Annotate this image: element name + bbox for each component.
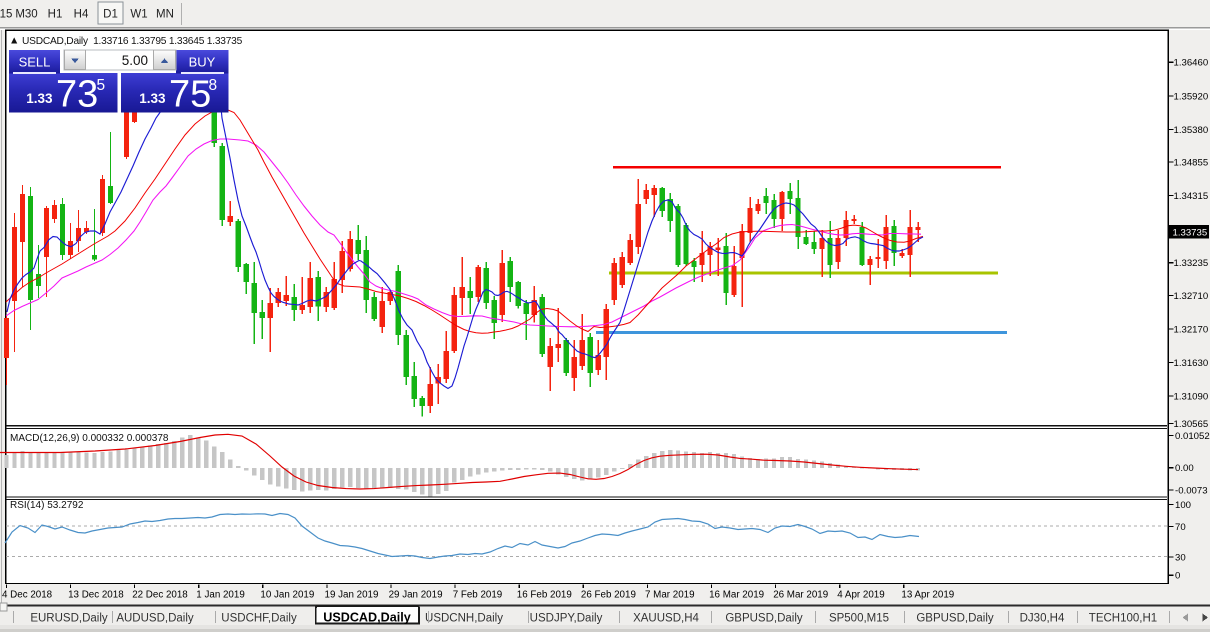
- svg-text:D1: D1: [103, 9, 118, 21]
- svg-text:70: 70: [1175, 522, 1186, 533]
- svg-text:13 Dec 2018: 13 Dec 2018: [68, 590, 124, 601]
- svg-text:MN: MN: [156, 9, 174, 21]
- svg-text:H4: H4: [74, 9, 89, 21]
- svg-text:22 Dec 2018: 22 Dec 2018: [132, 590, 188, 601]
- svg-text:USDCAD,Daily 1.33716 1.33795: USDCAD,Daily 1.33716 1.33795 1.33645 1.3…: [22, 36, 243, 47]
- svg-text:8: 8: [209, 77, 218, 94]
- svg-text:1.32710: 1.32710: [1174, 291, 1209, 302]
- svg-text:DJ30,H4: DJ30,H4: [1020, 613, 1065, 625]
- svg-text:XAUUSD,H4: XAUUSD,H4: [633, 613, 699, 625]
- svg-text:USDCNH,Daily: USDCNH,Daily: [425, 613, 503, 625]
- svg-text:16 Mar 2019: 16 Mar 2019: [709, 590, 764, 601]
- svg-text:1.36460: 1.36460: [1174, 58, 1209, 69]
- svg-text:▲: ▲: [9, 35, 19, 47]
- svg-text:26 Feb 2019: 26 Feb 2019: [581, 590, 636, 601]
- svg-text:0.00: 0.00: [1175, 463, 1194, 474]
- svg-text:1.32170: 1.32170: [1174, 324, 1209, 335]
- svg-text:15: 15: [0, 9, 12, 21]
- svg-text:5.00: 5.00: [122, 53, 148, 68]
- svg-text:EURUSD,Daily: EURUSD,Daily: [30, 613, 108, 625]
- svg-text:W1: W1: [130, 9, 147, 21]
- svg-text:10 Jan 2019: 10 Jan 2019: [260, 590, 314, 601]
- svg-text:1.33735: 1.33735: [1173, 227, 1208, 238]
- svg-text:1.35380: 1.35380: [1174, 125, 1209, 136]
- svg-text:75: 75: [169, 74, 211, 116]
- svg-text:16 Feb 2019: 16 Feb 2019: [517, 590, 572, 601]
- svg-text:USDCAD,Daily: USDCAD,Daily: [323, 610, 410, 624]
- svg-text:0.010525: 0.010525: [1175, 431, 1210, 442]
- svg-text:TECH100,H1: TECH100,H1: [1089, 613, 1157, 625]
- svg-text:5: 5: [97, 77, 106, 94]
- svg-text:19 Jan 2019: 19 Jan 2019: [325, 590, 379, 601]
- svg-text:USDCHF,Daily: USDCHF,Daily: [221, 613, 297, 625]
- svg-text:1.30565: 1.30565: [1174, 419, 1209, 430]
- svg-text:30: 30: [1175, 552, 1186, 563]
- svg-text:7 Feb 2019: 7 Feb 2019: [453, 590, 503, 601]
- svg-text:26 Mar 2019: 26 Mar 2019: [773, 590, 828, 601]
- svg-text:4 Dec 2018: 4 Dec 2018: [2, 590, 53, 601]
- svg-text:USDJPY,Daily: USDJPY,Daily: [530, 613, 603, 625]
- svg-text:1.35920: 1.35920: [1174, 91, 1209, 102]
- svg-text:AUDUSD,Daily: AUDUSD,Daily: [116, 613, 194, 625]
- svg-text:GBPUSD,Daily: GBPUSD,Daily: [916, 613, 994, 625]
- svg-text:0: 0: [1175, 571, 1180, 582]
- svg-text:29 Jan 2019: 29 Jan 2019: [389, 590, 443, 601]
- svg-text:13 Apr 2019: 13 Apr 2019: [901, 590, 954, 601]
- svg-text:1.31090: 1.31090: [1174, 392, 1209, 403]
- svg-text:1 Jan 2019: 1 Jan 2019: [196, 590, 244, 601]
- svg-text:1.33235: 1.33235: [1174, 258, 1209, 269]
- svg-text:100: 100: [1175, 500, 1191, 511]
- svg-text:M30: M30: [15, 9, 37, 21]
- svg-text:1.34315: 1.34315: [1174, 191, 1209, 202]
- svg-text:1.34855: 1.34855: [1174, 158, 1209, 169]
- svg-text:1.31630: 1.31630: [1174, 358, 1209, 369]
- svg-text:7 Mar 2019: 7 Mar 2019: [645, 590, 695, 601]
- svg-text:1.33: 1.33: [139, 91, 166, 106]
- svg-text:GBPUSD,Daily: GBPUSD,Daily: [725, 613, 803, 625]
- svg-text:-0.0073: -0.0073: [1175, 485, 1208, 496]
- svg-text:4 Apr 2019: 4 Apr 2019: [837, 590, 884, 601]
- svg-text:SELL: SELL: [19, 55, 51, 70]
- svg-text:H1: H1: [48, 9, 63, 21]
- svg-text:MACD(12,26,9) 0.000332 0.00037: MACD(12,26,9) 0.000332 0.000378: [10, 433, 169, 444]
- svg-text:1.33: 1.33: [26, 91, 53, 106]
- svg-text:73: 73: [56, 74, 98, 116]
- svg-text:RSI(14) 53.2792: RSI(14) 53.2792: [10, 500, 84, 511]
- svg-text:SP500,M15: SP500,M15: [829, 613, 889, 625]
- svg-text:BUY: BUY: [189, 55, 216, 70]
